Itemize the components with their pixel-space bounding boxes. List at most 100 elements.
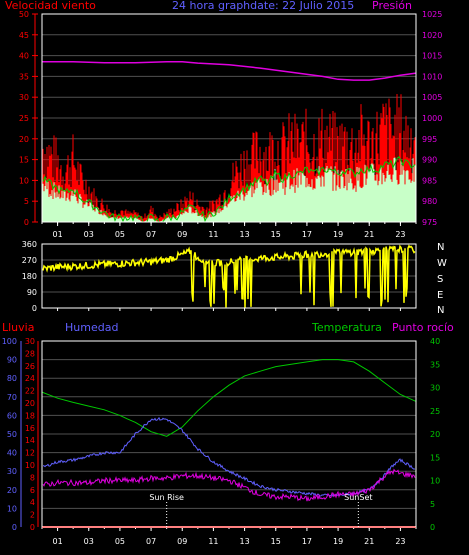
humidity-y-tick: 70 [7,393,17,402]
direction-y-tick: 180 [22,272,37,281]
bottom-x-tick: 03 [84,537,94,546]
direction-y-tick: 360 [22,240,37,249]
wind-x-tick: 23 [395,230,405,239]
direction-y-tick: 0 [32,304,37,313]
pressure-y-tick: 1005 [422,93,442,102]
sunrise-label: Sun Rise [149,493,184,502]
humidity-line [43,416,416,497]
humidity-y-tick: 80 [7,374,17,383]
temperature-y-tick: 35 [430,360,440,369]
rain-y-tick: 16 [25,424,35,433]
bottom-x-tick: 23 [395,537,405,546]
rain-y-tick: 14 [25,436,35,445]
rain-y-tick: 26 [25,362,35,371]
humidity-y-tick: 20 [7,486,17,495]
direction-y-tick: 270 [22,256,37,265]
graph-date-title: 24 hora graphdate: 22 Julio 2015 [172,0,354,12]
temperature-y-tick: 20 [430,430,440,439]
pressure-y-tick: 1025 [422,10,442,19]
rain-y-tick: 18 [25,411,35,420]
sunset-label: SunSet [344,493,372,502]
bottom-x-tick: 05 [115,537,125,546]
temperature-y-tick: 40 [430,337,440,346]
wind-average-line [42,155,416,223]
humidity-y-tick: 0 [12,523,17,532]
wind-y-tick: 40 [19,52,29,61]
rain-y-tick: 28 [25,349,35,358]
wind-y-tick: 15 [19,156,29,165]
wind-y-tick: 30 [19,93,29,102]
pressure-y-tick: 1010 [422,72,442,81]
humidity-y-tick: 40 [7,449,17,458]
temperature-y-tick: 10 [430,477,440,486]
wind-x-tick: 03 [84,230,94,239]
wind-y-tick: 10 [19,176,29,185]
wind-y-tick: 5 [24,197,29,206]
direction-panel: 0 90 180 270 360 [22,240,417,313]
direction-label-e: E [437,290,443,301]
pressure-y-tick: 1015 [422,52,442,61]
wind-y-tick: 35 [19,72,29,81]
bottom-x-tick: 19 [333,537,343,546]
dewpoint-label: Punto rocío [392,321,454,334]
rain-y-tick: 0 [30,523,35,532]
humidity-y-tick: 90 [7,356,17,365]
humidity-y-tick: 10 [7,504,17,513]
humidity-y-tick: 100 [2,337,17,346]
humidity-y-tick: 50 [7,430,17,439]
pressure-y-tick: 985 [422,176,437,185]
wind-y-tick: 25 [19,114,29,123]
rain-y-tick: 30 [25,337,35,346]
wind-x-tick: 09 [177,230,187,239]
bottom-frame [41,340,417,528]
pressure-title: Presión [372,0,412,12]
bottom-x-tick: 11 [208,537,218,546]
humidity-label: Humedad [65,321,118,334]
bottom-x-tick: 17 [302,537,312,546]
temperature-y-tick: 15 [430,453,440,462]
wind-frame [41,13,417,223]
rain-y-tick: 6 [30,486,35,495]
bottom-x-tick: 01 [52,537,62,546]
bottom-x-tick: 21 [364,537,374,546]
direction-label-w: W [437,258,447,269]
rain-y-tick: 2 [30,511,35,520]
temperature-y-tick: 30 [430,384,440,393]
wind-y-tick: 0 [24,218,29,227]
temperature-humidity-panel: 0102030405060708090100024681012141618202… [2,337,440,546]
wind-x-tick: 17 [302,230,312,239]
wind-y-tick: 20 [19,135,29,144]
wind-x-tick: 01 [52,230,62,239]
wind-x-tick: 21 [364,230,374,239]
temperature-line [41,359,417,437]
temperature-y-tick: 25 [430,407,440,416]
direction-y-tick: 90 [27,288,37,297]
wind-x-tick: 15 [271,230,281,239]
bottom-x-tick: 09 [177,537,187,546]
wind-x-tick: 11 [208,230,218,239]
pressure-y-tick: 980 [422,197,437,206]
rain-y-tick: 10 [25,461,35,470]
wind-x-tick: 13 [239,230,249,239]
direction-frame [41,243,417,309]
wind-x-tick: 19 [333,230,343,239]
temperature-y-tick: 0 [430,523,435,532]
wind-x-tick: 07 [146,230,156,239]
rain-y-tick: 24 [25,374,35,383]
humidity-y-tick: 60 [7,411,17,420]
rain-y-tick: 8 [30,473,35,482]
rain-y-tick: 20 [25,399,35,408]
pressure-y-tick: 990 [422,156,437,165]
dewpoint-line [42,468,416,502]
temperature-y-tick: 5 [430,500,435,509]
humidity-y-tick: 30 [7,467,17,476]
rain-label: Lluvia [2,321,34,334]
direction-label-n2: N [437,305,444,316]
wind-speed-title: Velocidad viento [5,0,96,12]
bottom-x-tick: 15 [271,537,281,546]
direction-label-n: N [437,242,444,253]
direction-line [42,244,416,308]
direction-label-s: S [437,274,443,285]
